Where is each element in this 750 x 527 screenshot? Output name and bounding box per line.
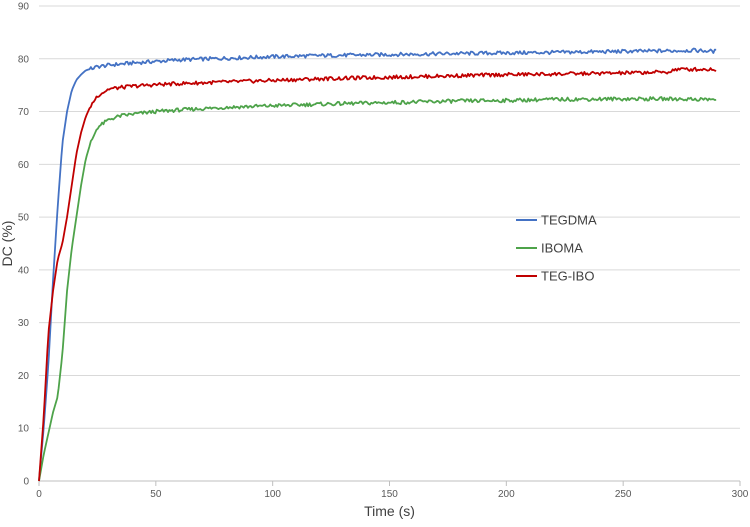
series-line-tegdma [38,47,717,482]
y-tick-label: 50 [18,213,30,224]
legend-label: IBOMA [541,241,583,256]
y-tick-label: 40 [18,265,30,276]
legend-label: TEGDMA [541,213,597,228]
x-tick-label: 50 [150,489,162,500]
y-tick-label: 30 [18,318,30,329]
x-tick-label: 0 [36,489,42,500]
x-axis-title: Time (s) [364,503,415,519]
y-tick-label: 0 [23,477,29,488]
series-line-iboma [38,96,717,482]
y-tick-label: 10 [18,424,30,435]
axes [38,480,741,486]
y-tick-labels: 0 10 20 30 40 50 60 70 80 90 [18,2,30,488]
y-tick-label: 70 [18,107,30,118]
x-tick-label: 150 [381,489,398,500]
y-axis-title: DC (%) [0,221,15,267]
series-line-teg-ibo [38,66,717,482]
legend-label: TEG-IBO [541,269,594,284]
x-tick-label: 300 [732,489,749,500]
x-tick-label: 250 [615,489,632,500]
y-tick-label: 20 [18,371,30,382]
y-tick-label: 90 [18,2,30,13]
gridlines [39,5,740,429]
y-tick-label: 60 [18,160,30,171]
x-tick-label: 200 [498,489,515,500]
x-tick-labels: 0 50 100 150 200 250 300 [36,489,749,500]
y-tick-label: 80 [18,54,30,65]
x-tick-label: 100 [264,489,281,500]
legend: TEGDMA IBOMA TEG-IBO [516,213,597,284]
series-lines [38,47,717,482]
